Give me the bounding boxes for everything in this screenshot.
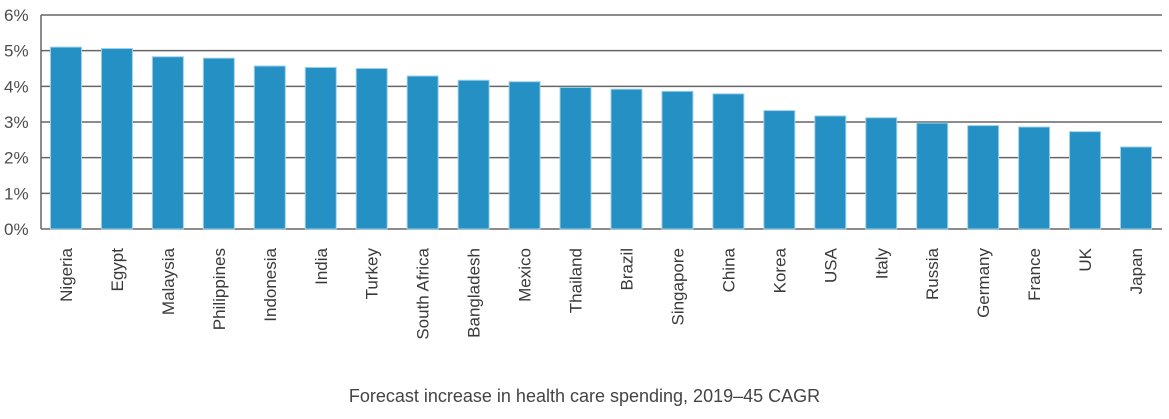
y-tick-label: 0% [4,220,29,239]
bar-malaysia [151,56,184,230]
x-tick-label: Thailand [567,248,586,313]
x-tick-label: Russia [923,247,942,300]
bar-south-africa [406,75,439,230]
x-tick-label: South Africa [414,247,433,339]
bar-korea [763,110,796,230]
x-tick-label: Singapore [668,248,687,326]
bar-egypt [100,48,133,230]
x-tick-label: Indonesia [261,247,280,321]
x-axis-ticks: Nigeria Egypt Malaysia Philippines Indonesia… [57,247,1146,339]
bar-bangladesh [457,79,490,230]
bar-uk [1069,131,1102,230]
bar-turkey [355,68,388,230]
bar-nigeria [49,46,82,230]
bar-italy [865,117,898,230]
x-axis-label: Forecast increase in health care spendin… [348,386,821,406]
y-tick-label: 5% [4,42,29,61]
x-tick-label: Nigeria [57,247,76,301]
x-tick-label: Turkey [363,248,382,300]
x-tick-label: Philippines [210,248,229,330]
bar-singapore [661,90,694,230]
bar-indonesia [253,65,286,230]
x-tick-label: Germany [974,248,993,318]
y-tick-label: 4% [4,77,29,96]
y-axis-ticks: 0% 1% 2% 3% 4% 5% 6% [4,6,29,239]
bar-brazil [610,88,643,230]
bar-russia [916,122,949,230]
bar-germany [967,125,1000,230]
bar-chart: 0% 1% 2% 3% 4% 5% 6% Nigeria Egypt Malaysia Phili… [4,6,1162,340]
x-tick-label: France [1025,248,1044,301]
x-tick-label: Japan [1127,248,1146,294]
x-tick-label: Malaysia [159,247,178,315]
x-tick-label: Bangladesh [465,248,484,338]
x-tick-label: Italy [872,248,891,280]
bar-mexico [508,81,541,230]
x-tick-label: Egypt [108,248,127,292]
bars [49,46,1153,230]
y-tick-label: 2% [4,149,29,168]
x-tick-label: Brazil [617,248,636,291]
x-tick-label: UK [1076,247,1095,271]
bar-usa [814,115,847,230]
bar-philippines [202,57,235,230]
x-tick-label: China [719,247,738,292]
y-tick-label: 1% [4,184,29,203]
y-tick-label: 6% [4,6,29,25]
bar-india [304,66,337,230]
x-tick-label: Mexico [516,248,535,302]
bar-france [1018,126,1051,230]
x-tick-label: USA [821,247,840,283]
x-tick-label: India [312,247,331,284]
bar-china [712,93,745,230]
x-tick-label: Korea [770,247,789,293]
bar-japan [1120,146,1153,230]
bar-thailand [559,86,592,230]
y-tick-label: 3% [4,113,29,132]
